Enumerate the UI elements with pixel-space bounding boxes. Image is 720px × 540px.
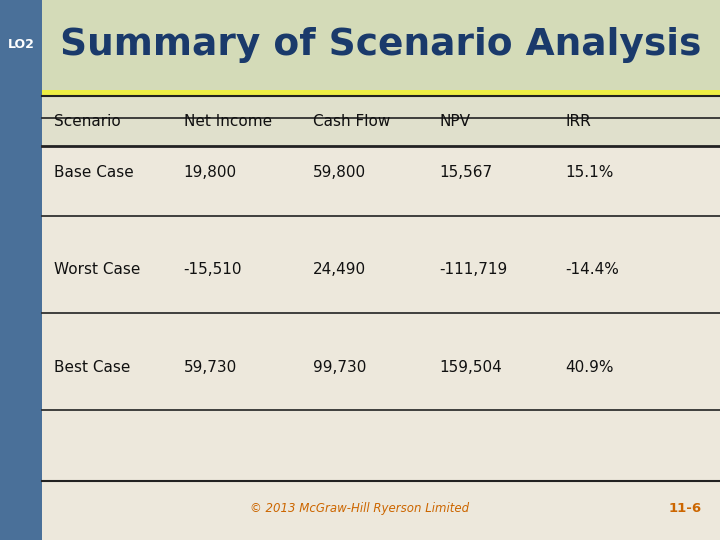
Bar (42, 90, 720, 540)
Text: 159,504: 159,504 (439, 360, 502, 375)
Text: NPV: NPV (439, 114, 470, 129)
Text: LO2: LO2 (8, 38, 35, 51)
Text: Summary of Scenario Analysis: Summary of Scenario Analysis (60, 27, 702, 63)
Text: Base Case: Base Case (54, 165, 134, 180)
Bar (42, 97, 720, 146)
Text: 19,800: 19,800 (184, 165, 237, 180)
Text: Worst Case: Worst Case (54, 262, 140, 278)
Text: 40.9%: 40.9% (565, 360, 613, 375)
Bar (0, 0, 720, 90)
Bar (0, 0, 42, 540)
Text: Cash Flow: Cash Flow (313, 114, 390, 129)
Text: 24,490: 24,490 (313, 262, 366, 278)
Text: 99,730: 99,730 (313, 360, 366, 375)
Text: 59,730: 59,730 (184, 360, 237, 375)
Text: © 2013 McGraw-Hill Ryerson Limited: © 2013 McGraw-Hill Ryerson Limited (251, 502, 469, 515)
Text: 59,800: 59,800 (313, 165, 366, 180)
Text: 11-6: 11-6 (669, 502, 702, 515)
Text: 15.1%: 15.1% (565, 165, 613, 180)
Text: Best Case: Best Case (54, 360, 130, 375)
Text: IRR: IRR (565, 114, 591, 129)
Text: 15,567: 15,567 (439, 165, 492, 180)
Text: -111,719: -111,719 (439, 262, 508, 278)
Text: Net Income: Net Income (184, 114, 271, 129)
Bar (42, 90, 720, 97)
Text: Scenario: Scenario (54, 114, 121, 129)
Text: -15,510: -15,510 (184, 262, 242, 278)
Text: -14.4%: -14.4% (565, 262, 619, 278)
